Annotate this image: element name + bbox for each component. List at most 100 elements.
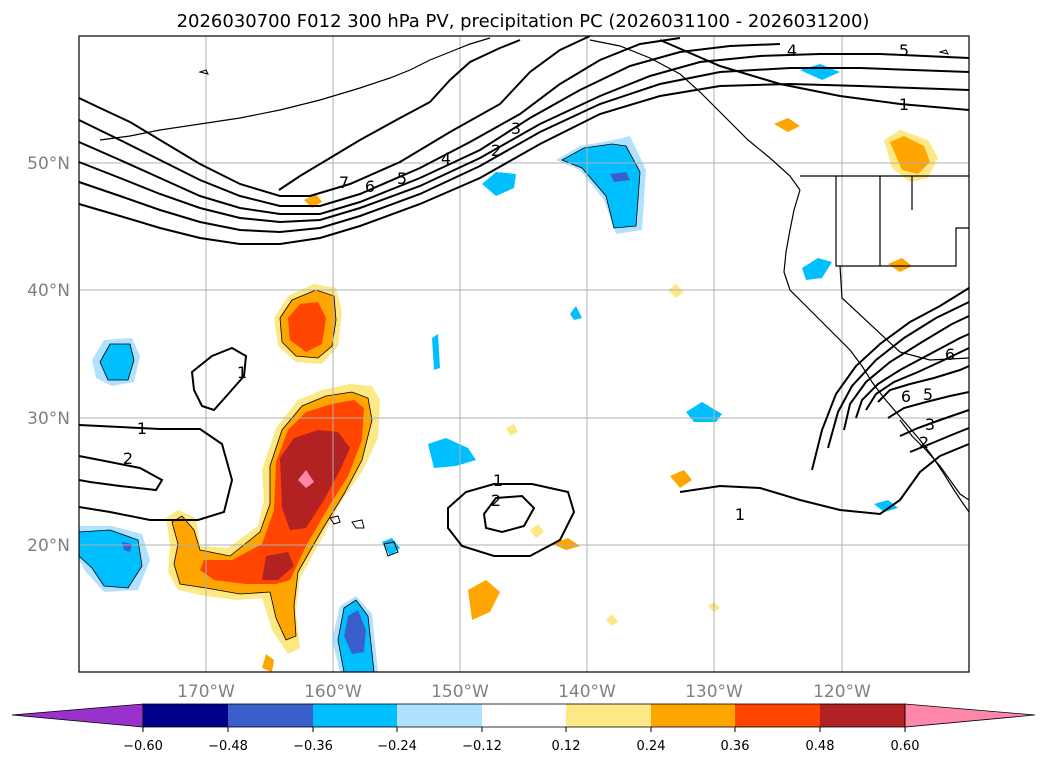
positive-plume-darkred-lower: [262, 552, 294, 580]
hawaii-island-1: [329, 515, 341, 525]
map-frame: [78, 35, 970, 673]
pv-contour-closed-3: [482, 494, 536, 534]
positive-small-3: [670, 470, 692, 488]
contour-label: 6: [901, 387, 911, 406]
precipitation-anomaly-fill: [79, 64, 938, 672]
contour-label: 4: [787, 41, 797, 60]
negative-mid-1: [428, 438, 476, 468]
pv-contour-east-7: [877, 365, 970, 403]
aleutian-coast: [99, 37, 491, 141]
colorbar-tick-label: −0.48: [208, 739, 248, 754]
pv-contour-jet-5: [78, 53, 970, 224]
contour-label: 5: [899, 41, 909, 60]
island-4: [938, 49, 949, 55]
lon-tick-label: 160°W: [304, 682, 362, 702]
negative-west-1-core: [100, 344, 134, 380]
contour-label: 4: [441, 149, 451, 168]
colorbar-tick-label: −0.60: [123, 739, 163, 754]
colorbar-tick-label: −0.24: [377, 739, 417, 754]
colorbar-frame: [142, 703, 906, 728]
colorbar-swatch: [228, 704, 313, 727]
negative-n-1-core: [562, 144, 640, 228]
contour-label: 1: [237, 363, 247, 382]
positive-small-11: [774, 118, 800, 132]
colorbar-tick-label: 0.36: [721, 739, 750, 754]
pv-contour-closed-2: [447, 483, 576, 557]
pv-contour-east-1: [679, 443, 970, 516]
figure-title: 2026030700 F012 300 hPa PV, precipitatio…: [177, 11, 870, 32]
colorbar-swatch: [651, 704, 735, 727]
pv-contours: [78, 35, 970, 557]
positive-small-6: [530, 524, 544, 538]
british-columbia-coast: [783, 189, 970, 513]
contour-label: 3: [925, 415, 935, 434]
pv-contour-east-2: [811, 287, 970, 471]
positive-small-10: [262, 654, 274, 672]
colorbar-swatch: [397, 704, 482, 727]
longitude-ticks: 170°W 160°W 150°W 140°W 130°W 120°W: [177, 682, 871, 702]
colorbar-tick-marks: [142, 727, 906, 732]
precipitation-outlines: [78, 143, 641, 673]
negative-n-1-dark: [610, 172, 630, 182]
pv-contour-jet-2: [78, 35, 591, 197]
positive-small-7: [468, 580, 500, 620]
colorbar-tick-label: −0.12: [462, 739, 502, 754]
contour-label: 3: [511, 119, 521, 138]
pv-contour-east-5: [855, 333, 970, 419]
colorbar-tick-label: 0.60: [891, 739, 920, 754]
pv-contour-jet-7: [78, 82, 970, 245]
contour-label: 2: [123, 449, 133, 468]
hawaii-island-3: [383, 541, 399, 557]
lat-tick-label: 50°N: [27, 154, 70, 174]
pv-contour-west-2: [78, 455, 164, 492]
contour-labels: 1 2 3 4 5 6 7 1 1 2 1 2 1 1 4 5 1 6 5 6 …: [123, 41, 955, 524]
pv-contour-closed-1: [190, 346, 248, 412]
lon-tick-label: 170°W: [177, 682, 235, 702]
pv-contour-jet-3: [78, 37, 681, 207]
positive-blob-38n-red: [288, 302, 326, 352]
baja-coast: [899, 419, 970, 501]
negative-mid-5: [874, 500, 898, 512]
pv-contour-jet-1: [278, 39, 521, 191]
contour-label: 1: [137, 419, 147, 438]
lat-tick-label: 20°N: [27, 536, 70, 556]
gridlines: [79, 36, 969, 672]
pv-contour-east-6: [865, 347, 970, 411]
colorbar-swatch: [143, 704, 228, 727]
mexico-border: [899, 351, 970, 361]
latitude-ticks: 50°N 40°N 30°N 20°N: [27, 154, 70, 556]
contour-label: 6: [365, 177, 375, 196]
colorbar-tick-label: 0.24: [637, 739, 666, 754]
map-panel: 1 2 3 4 5 6 7 1 1 2 1 2 1 1 4 5 1 6 5 6 …: [78, 35, 970, 673]
hawaii-island-2: [351, 519, 365, 529]
contour-label: 7: [339, 173, 349, 192]
colorbar-swatch: [482, 704, 566, 727]
lat-tick-label: 30°N: [27, 409, 70, 429]
contour-label: 1: [899, 95, 909, 114]
contour-label: 1: [493, 471, 503, 490]
lon-tick-label: 120°W: [813, 682, 871, 702]
pv-contour-jet-6: [78, 67, 970, 234]
lon-tick-label: 140°W: [558, 682, 616, 702]
us-state-lines: [835, 176, 969, 353]
positive-interior-2: [890, 136, 930, 174]
colorbar-tick-label: 0.12: [552, 739, 581, 754]
colorbar-extend-high: [904, 703, 1036, 728]
colorbar-swatch: [820, 704, 905, 727]
pv-contour-east-8: [887, 391, 970, 419]
negative-coast-1: [802, 258, 832, 280]
contour-label: 5: [397, 169, 407, 188]
alaska-gulf-coast: [589, 39, 801, 191]
lon-tick-label: 130°W: [685, 682, 743, 702]
colorbar-extend-low: [11, 703, 144, 728]
contour-label: 2: [491, 491, 501, 510]
lon-tick-label: 150°W: [431, 682, 489, 702]
colorbar-swatch: [313, 704, 397, 727]
colorbar-swatch: [566, 704, 651, 727]
negative-mid-3: [570, 306, 582, 320]
contour-label: 2: [919, 433, 929, 452]
positive-small-8: [606, 614, 618, 626]
pv-contour-jet-4: [78, 43, 781, 215]
positive-plume-core: [298, 470, 314, 488]
colorbar-swatch: [735, 704, 820, 727]
